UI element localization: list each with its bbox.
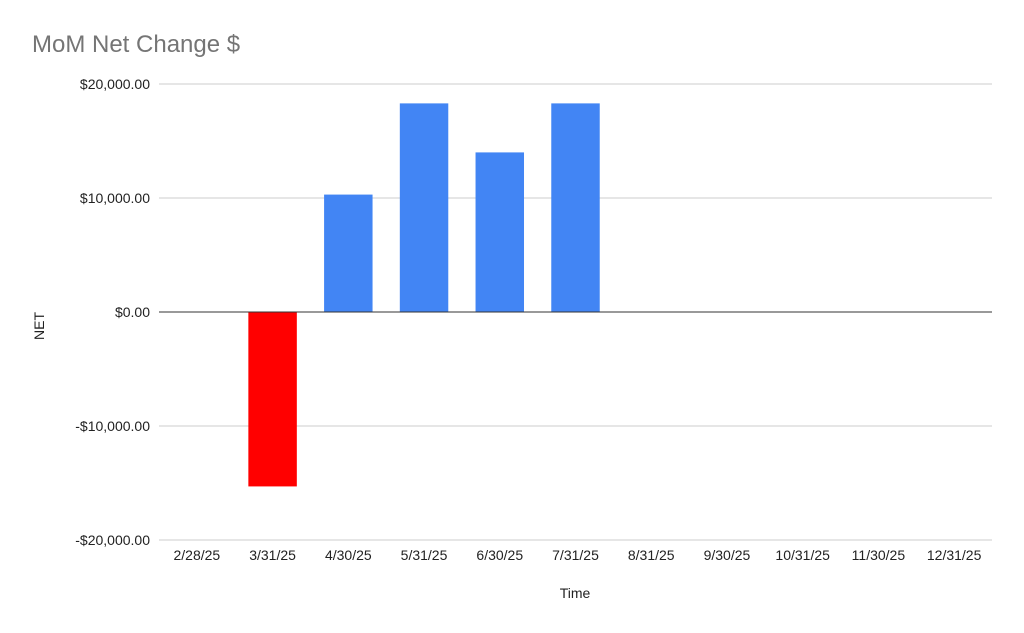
x-axis-ticks: 2/28/25 3/31/25 4/30/25 5/31/25 6/30/25 7/31/… (174, 547, 982, 563)
x-axis-title: Time (560, 585, 591, 601)
bar-5-31-25 (399, 103, 449, 312)
y-tick-label: $20,000.00 (80, 76, 150, 92)
gridlines (159, 83, 992, 541)
x-tick-label: 3/31/25 (249, 547, 296, 563)
y-tick-label: -$20,000.00 (75, 532, 150, 548)
y-tick-label: $0.00 (115, 304, 150, 320)
x-tick-label: 12/31/25 (927, 547, 982, 563)
x-tick-label: 7/31/25 (552, 547, 599, 563)
x-tick-label: 10/31/25 (775, 547, 830, 563)
x-tick-label: 2/28/25 (174, 547, 221, 563)
chart-title: MoM Net Change $ (32, 31, 240, 58)
bar-7-31-25 (551, 103, 600, 312)
bar-6-30-25 (475, 152, 525, 312)
x-tick-label: 11/30/25 (852, 547, 906, 563)
bar-3-31-25 (248, 312, 297, 487)
y-tick-label: -$10,000.00 (75, 418, 150, 434)
x-tick-label: 5/31/25 (401, 547, 448, 563)
bars (248, 103, 600, 487)
x-tick-label: 9/30/25 (704, 547, 751, 563)
y-tick-label: $10,000.00 (80, 190, 150, 206)
x-tick-label: 6/30/25 (476, 547, 523, 563)
bar-4-30-25 (324, 194, 373, 312)
x-tick-label: 4/30/25 (325, 547, 372, 563)
y-axis-title: NET (31, 312, 47, 340)
y-axis-ticks: $20,000.00 $10,000.00 $0.00 -$10,000.00 -$20… (75, 76, 150, 548)
x-tick-label: 8/31/25 (628, 547, 675, 563)
